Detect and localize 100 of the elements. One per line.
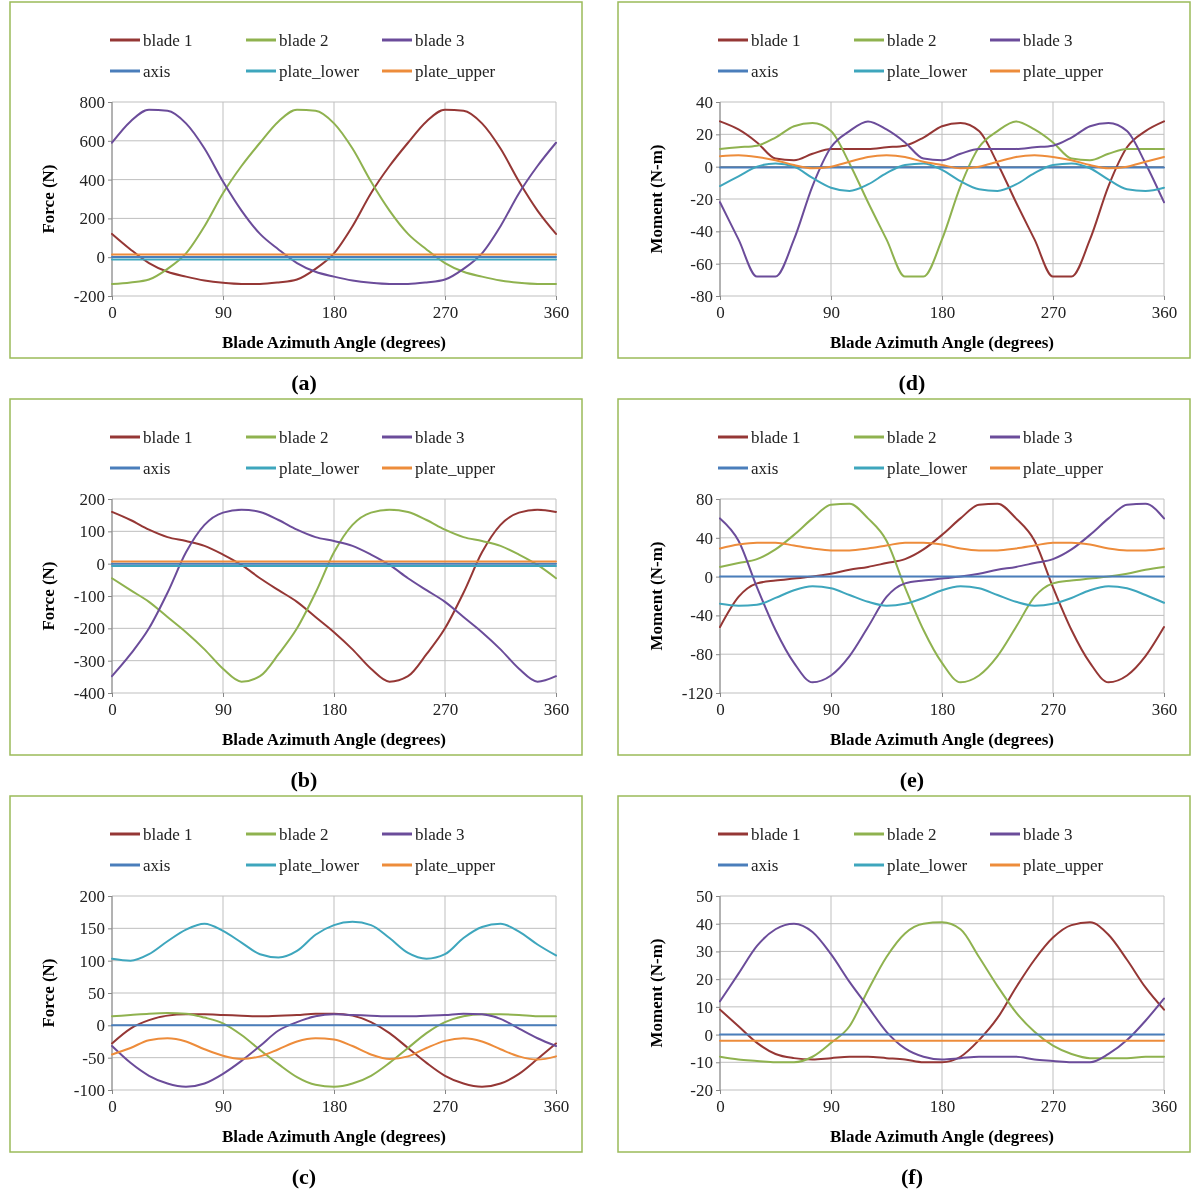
legend-label: blade 3 — [1023, 825, 1073, 844]
x-tick-label: 180 — [929, 700, 956, 720]
x-tick-label: 180 — [929, 1097, 956, 1117]
y-axis-title: Moment (N-m) — [647, 144, 666, 254]
legend-label: plate_lower — [887, 856, 968, 875]
text: (f) — [901, 1164, 923, 1189]
y-tick-label: -120 — [681, 683, 713, 703]
x-tick-label: 360 — [1151, 303, 1178, 323]
y-tick-label: 200 — [79, 886, 105, 906]
legend-label: blade 1 — [143, 31, 193, 50]
y-tick-label: 40 — [696, 914, 713, 934]
text: (b) — [290, 767, 318, 792]
y-tick-label: -80 — [690, 645, 713, 665]
legend-label: plate_lower — [279, 459, 360, 478]
y-tick-label: 10 — [696, 997, 713, 1017]
y-tick-label: -200 — [73, 286, 105, 306]
text: (a) — [291, 370, 317, 395]
y-tick-label: 40 — [696, 528, 713, 548]
x-tick-label: 270 — [432, 303, 459, 323]
y-tick-label: 80 — [696, 489, 713, 509]
y-tick-label: -200 — [73, 619, 105, 639]
y-tick-label: 0 — [704, 157, 713, 177]
legend-label: blade 1 — [143, 825, 193, 844]
y-tick-label: -50 — [82, 1048, 105, 1068]
legend-label: blade 2 — [887, 428, 937, 447]
x-tick-label: 90 — [215, 303, 232, 323]
line-series — [111, 920, 557, 962]
y-tick-label: -40 — [690, 222, 713, 242]
y-tick-label: 100 — [79, 951, 105, 971]
legend-label: plate_lower — [279, 856, 360, 875]
legend-label: axis — [751, 62, 779, 81]
legend-label: blade 3 — [1023, 428, 1073, 447]
legend-label: plate_lower — [887, 459, 968, 478]
x-tick-label: 180 — [321, 1097, 348, 1117]
x-tick-label: 270 — [1040, 303, 1067, 323]
x-axis-title: Blade Azimuth Angle (degrees) — [830, 333, 1054, 352]
x-tick-label: 180 — [321, 700, 348, 720]
legend-label: axis — [751, 459, 779, 478]
y-tick-label: 20 — [696, 125, 713, 145]
y-tick-label: 50 — [88, 983, 105, 1003]
x-axis-title: Blade Azimuth Angle (degrees) — [222, 1127, 446, 1146]
legend-label: blade 1 — [751, 825, 801, 844]
legend-label: blade 1 — [751, 428, 801, 447]
y-axis-title: Force (N) — [39, 958, 58, 1028]
legend-label: blade 3 — [415, 825, 465, 844]
text: (d) — [898, 370, 926, 395]
legend-label: axis — [751, 856, 779, 875]
legend-label: blade 3 — [415, 31, 465, 50]
legend-label: blade 3 — [415, 428, 465, 447]
y-tick-label: 0 — [704, 1025, 713, 1045]
x-axis-title: Blade Azimuth Angle (degrees) — [222, 730, 446, 749]
y-tick-label: 150 — [79, 919, 105, 939]
y-tick-label: -10 — [690, 1053, 713, 1073]
y-tick-label: -400 — [73, 683, 105, 703]
x-tick-label: 180 — [321, 303, 348, 323]
x-tick-label: 180 — [929, 303, 956, 323]
y-tick-label: 200 — [79, 209, 105, 229]
y-tick-label: -300 — [73, 651, 105, 671]
x-tick-label: 90 — [823, 303, 840, 323]
y-tick-label: 100 — [79, 522, 105, 542]
line-series — [719, 120, 1165, 278]
y-tick-label: 0 — [96, 554, 105, 574]
y-tick-label: 0 — [96, 1016, 105, 1036]
y-tick-label: 20 — [696, 970, 713, 990]
y-tick-label: 40 — [696, 92, 713, 112]
x-tick-label: 270 — [1040, 700, 1067, 720]
y-tick-label: 600 — [79, 131, 105, 151]
legend-label: axis — [143, 459, 171, 478]
y-tick-label: -20 — [690, 1080, 713, 1100]
y-tick-label: 0 — [96, 248, 105, 268]
x-tick-label: 360 — [543, 700, 570, 720]
legend-label: blade 2 — [887, 825, 937, 844]
text: (c) — [291, 1164, 317, 1189]
y-tick-label: -60 — [690, 254, 713, 274]
y-tick-label: -80 — [690, 286, 713, 306]
y-tick-label: -100 — [73, 586, 105, 606]
x-axis-title: Blade Azimuth Angle (degrees) — [222, 333, 446, 352]
y-tick-label: -20 — [690, 189, 713, 209]
y-axis-title: Moment (N-m) — [647, 541, 666, 651]
line-series — [111, 1037, 557, 1061]
x-tick-label: 90 — [823, 700, 840, 720]
line-series — [719, 585, 1165, 607]
x-tick-label: 270 — [432, 700, 459, 720]
y-tick-label: -100 — [73, 1080, 105, 1100]
legend-label: plate_lower — [887, 62, 968, 81]
x-axis-title: Blade Azimuth Angle (degrees) — [830, 1127, 1054, 1146]
x-axis-title: Blade Azimuth Angle (degrees) — [830, 730, 1054, 749]
y-axis-title: Force (N) — [39, 164, 58, 234]
y-tick-label: 200 — [79, 489, 105, 509]
legend-label: axis — [143, 856, 171, 875]
legend-label: plate_upper — [415, 62, 496, 81]
legend-label: blade 1 — [751, 31, 801, 50]
x-tick-label: 360 — [543, 303, 570, 323]
y-axis-title: Force (N) — [39, 561, 58, 631]
x-tick-label: 270 — [432, 1097, 459, 1117]
legend-label: blade 2 — [887, 31, 937, 50]
y-tick-label: -40 — [690, 606, 713, 626]
x-tick-label: 90 — [215, 1097, 232, 1117]
x-tick-label: 360 — [543, 1097, 570, 1117]
x-tick-label: 90 — [823, 1097, 840, 1117]
